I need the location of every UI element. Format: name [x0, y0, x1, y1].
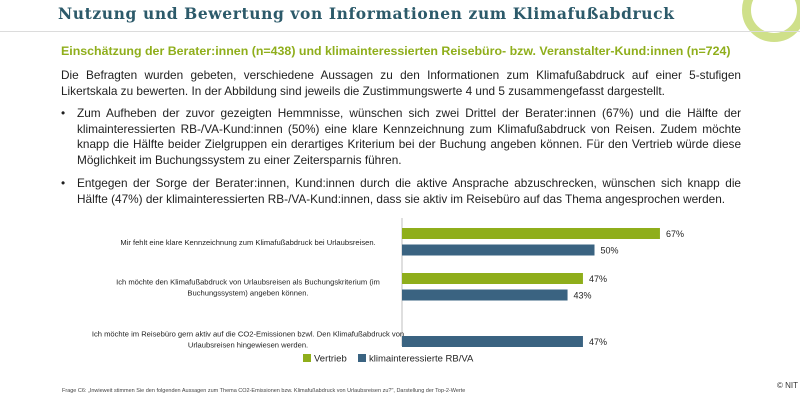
legend-label-rb-va: klimainteressierte RB/VA — [369, 354, 474, 365]
bullet-item: • Zum Aufheben der zuvor gezeigten Hemmn… — [61, 106, 741, 168]
category-label: Mir fehlt eine klare Kennzeichnung zum K… — [120, 238, 375, 247]
bullet-text: Zum Aufheben der zuvor gezeigten Hemmnis… — [77, 106, 741, 167]
copyright: © NIT — [776, 381, 798, 390]
data-label: 47% — [589, 337, 607, 347]
bullet-list: • Zum Aufheben der zuvor gezeigten Hemmn… — [61, 106, 741, 215]
bar-rb-va — [402, 336, 583, 347]
corner-decoration — [742, 0, 800, 42]
bar-vertrieb — [402, 228, 660, 239]
category-label: Ich möchte den Klimafußabdruck von Urlau… — [116, 277, 380, 286]
legend-swatch-rb-va — [358, 354, 366, 362]
bar-rb-va — [402, 289, 568, 301]
category-label: Ich möchte im Reisebüro gern aktiv auf d… — [92, 330, 404, 339]
bullet-dot: • — [61, 106, 66, 120]
bar-rb-va — [402, 244, 595, 256]
page-title: Nutzung und Bewertung von Informationen … — [58, 4, 675, 23]
section-subtitle: Einschätzung der Berater:innen (n=438) u… — [61, 44, 731, 58]
bullet-dot: • — [61, 176, 66, 190]
bar-vertrieb — [402, 273, 583, 284]
legend-swatch-vertrieb — [303, 354, 311, 362]
title-divider — [0, 31, 800, 32]
data-label: 67% — [666, 229, 684, 239]
category-label: Urlaubsreisen hingewiesen werden. — [188, 341, 308, 350]
data-label: 50% — [601, 246, 619, 256]
legend-label-vertrieb: Vertrieb — [314, 354, 347, 365]
bullet-item: • Entgegen der Sorge der Berater:innen, … — [61, 176, 741, 207]
bullet-text: Entgegen der Sorge der Berater:innen, Ku… — [77, 176, 741, 206]
category-label: Buchungssystem) angeben können. — [187, 288, 308, 297]
intro-paragraph: Die Befragten wurden gebeten, verschiede… — [61, 68, 741, 98]
footnote: Frage C6: „Inwieweit stimmen Sie den fol… — [62, 388, 466, 394]
bar-chart: Mir fehlt eine klare Kennzeichnung zum K… — [92, 218, 684, 365]
data-label: 47% — [589, 274, 607, 284]
data-label: 43% — [574, 291, 592, 301]
